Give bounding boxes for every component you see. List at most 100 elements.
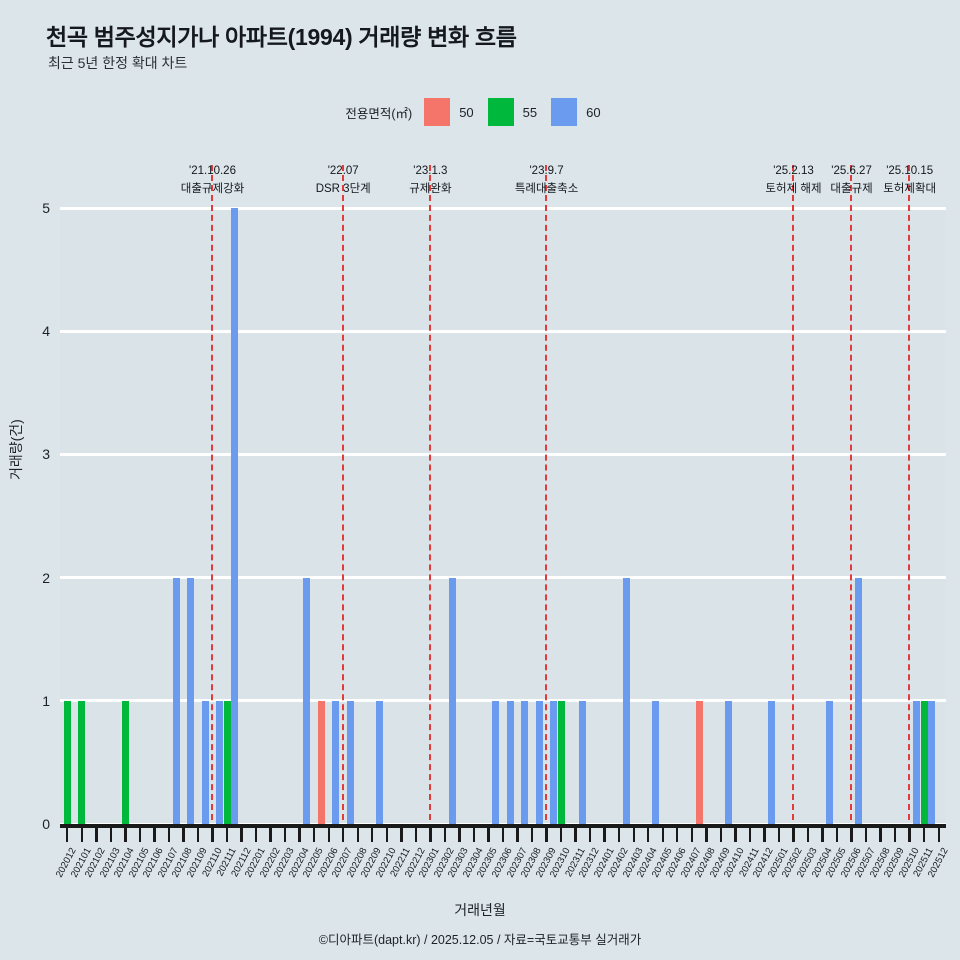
bar[interactable]	[448, 577, 456, 824]
event-line-4	[792, 165, 795, 840]
event-text: 토허제 해제	[765, 182, 822, 195]
x-tick	[269, 826, 272, 842]
event-line-3	[545, 165, 548, 840]
event-line-0	[211, 165, 214, 840]
x-tick	[763, 826, 766, 842]
x-tick	[298, 826, 301, 842]
bar[interactable]	[579, 700, 587, 824]
x-tick	[80, 826, 83, 842]
event-date: '25.6.27	[831, 165, 872, 177]
x-tick	[327, 826, 330, 842]
bar[interactable]	[557, 700, 565, 824]
x-tick	[893, 826, 897, 842]
x-tick	[501, 826, 505, 842]
event-line-5	[850, 165, 853, 840]
bar[interactable]	[121, 700, 129, 824]
x-tick	[617, 826, 621, 842]
event-line-6	[908, 165, 911, 840]
x-tick	[879, 826, 882, 842]
bar[interactable]	[63, 700, 71, 824]
event-date: '23.1.3	[413, 165, 448, 177]
legend-title: 전용면적(㎡)	[345, 106, 413, 121]
bar[interactable]	[724, 700, 732, 824]
x-tick	[182, 826, 185, 842]
event-date: '23.9.7	[529, 165, 564, 177]
legend-label-60: 60	[586, 104, 601, 120]
x-tick	[559, 826, 563, 842]
page-title: 천곡 범주성지가나 아파트(1994) 거래량 변화 흐름	[46, 24, 517, 50]
x-tick	[690, 826, 693, 842]
bar[interactable]	[695, 700, 703, 824]
bar[interactable]	[375, 700, 383, 824]
legend-item-50[interactable]: 50	[424, 98, 474, 126]
bar[interactable]	[223, 700, 231, 824]
bar[interactable]	[172, 577, 180, 824]
bar[interactable]	[622, 577, 630, 824]
plot-area	[60, 206, 946, 826]
bar[interactable]	[927, 700, 935, 824]
x-tick	[719, 826, 723, 842]
y-tick-label: 1	[42, 692, 50, 709]
x-tick	[574, 826, 577, 842]
bar[interactable]	[855, 577, 863, 824]
bar[interactable]	[78, 700, 86, 824]
bar[interactable]	[216, 700, 224, 824]
bar[interactable]	[506, 700, 514, 824]
bar[interactable]	[535, 700, 543, 824]
x-tick	[109, 826, 113, 842]
x-tick	[167, 826, 171, 842]
x-tick	[240, 826, 243, 842]
x-tick	[937, 826, 940, 842]
bar[interactable]	[651, 700, 659, 824]
x-tick	[66, 826, 69, 842]
x-tick	[414, 826, 418, 842]
bar[interactable]	[826, 700, 834, 824]
bar[interactable]	[920, 700, 928, 824]
x-tick	[95, 826, 98, 842]
x-tick	[138, 826, 142, 842]
x-tick	[385, 826, 388, 842]
x-tick	[864, 826, 868, 842]
bar[interactable]	[346, 700, 354, 824]
page-subtitle: 최근 5년 한정 확대 차트	[48, 55, 188, 71]
legend-item-60[interactable]: 60	[551, 98, 601, 126]
event-date: '21.10.26	[189, 165, 236, 177]
legend-swatch-50	[424, 98, 451, 126]
bar[interactable]	[318, 700, 325, 824]
bar[interactable]	[230, 208, 238, 824]
x-tick	[472, 826, 476, 842]
bar[interactable]	[768, 700, 776, 824]
bar[interactable]	[303, 577, 311, 824]
bar[interactable]	[913, 700, 921, 824]
bar[interactable]	[332, 700, 340, 824]
x-tick	[821, 826, 824, 842]
x-tick	[734, 826, 737, 842]
event-annotation-4: '25.2.13 토허제 해제	[765, 163, 821, 199]
event-line-2	[429, 165, 432, 840]
x-tick	[588, 826, 592, 842]
bar[interactable]	[492, 700, 500, 824]
event-annotation-1: '22.07 DSR 3단계	[316, 163, 371, 199]
x-tick	[458, 826, 461, 842]
event-date: '25.10.15	[886, 165, 934, 177]
x-tick	[153, 826, 156, 842]
y-tick-label: 2	[42, 569, 50, 586]
legend-label-55: 55	[522, 104, 538, 120]
x-tick	[777, 826, 781, 842]
x-tick	[850, 826, 853, 842]
x-tick	[603, 826, 606, 842]
event-annotation-3: '23.9.7 특례대출축소	[515, 163, 578, 199]
x-tick	[196, 826, 200, 842]
bar[interactable]	[201, 700, 209, 824]
bar[interactable]	[187, 577, 195, 824]
chart-legend: 전용면적(㎡) 50 55 60	[0, 98, 960, 126]
legend-item-55[interactable]: 55	[487, 98, 538, 126]
x-tick	[748, 826, 752, 842]
bar[interactable]	[521, 700, 529, 824]
x-tick	[908, 826, 911, 842]
event-annotation-0: '21.10.26 대출규제강화	[181, 163, 244, 199]
event-date: '22.07	[327, 165, 359, 177]
bar[interactable]	[550, 700, 558, 824]
x-tick	[705, 826, 708, 842]
legend-label-50: 50	[459, 104, 474, 120]
